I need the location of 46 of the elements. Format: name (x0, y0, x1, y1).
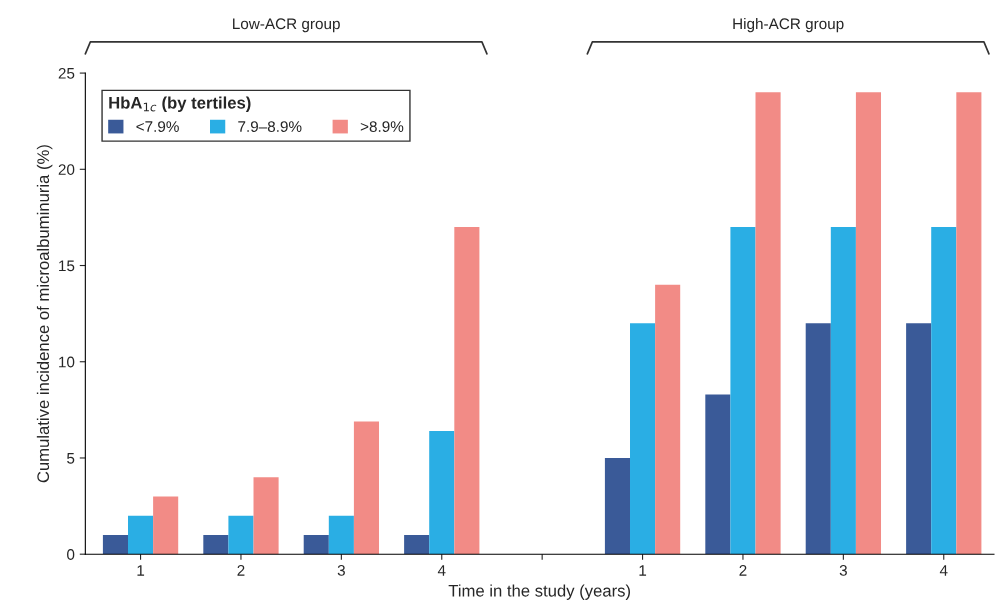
y-tick-label: 10 (59, 356, 75, 368)
legend-label: <7.9% (136, 121, 179, 132)
bar (253, 477, 279, 555)
legend-title: HbA$_{1c}$ (by tertiles) (109, 96, 251, 112)
x-tick-label: 2 (739, 565, 747, 576)
bar (353, 421, 380, 555)
bar (755, 92, 781, 555)
bar (454, 227, 480, 555)
y-axis-title: Cumulative incidence of microalbuminuria (%) (36, 145, 53, 483)
bar (604, 457, 631, 555)
y-tick-label: 0 (67, 549, 75, 560)
bar (956, 92, 982, 555)
legend-label: >8.9% (360, 121, 404, 132)
bar (303, 534, 329, 555)
bar (153, 496, 179, 555)
x-tick-label: 1 (137, 565, 145, 576)
x-tick-label: 4 (939, 565, 948, 576)
text: High-ACR group (733, 17, 844, 33)
bar (805, 323, 831, 555)
bar (931, 227, 957, 555)
y-tick-label: 20 (58, 164, 75, 175)
bar (128, 515, 154, 555)
bar (830, 227, 856, 555)
x-tick-label: 4 (437, 565, 446, 576)
y-tick-label: 5 (67, 452, 75, 464)
x-tick-label: 2 (237, 565, 245, 576)
bar (228, 515, 254, 555)
x-axis-title: Time in the study (years) (448, 584, 630, 600)
bar (404, 534, 430, 555)
x-tick-label: 3 (839, 565, 847, 576)
bar (655, 284, 681, 555)
bar (630, 323, 656, 555)
y-tick-label: 25 (58, 67, 75, 79)
bar (429, 431, 455, 555)
bar (730, 227, 756, 555)
bar (328, 515, 354, 555)
bar (906, 323, 932, 555)
bar (203, 534, 229, 555)
x-tick-label: 1 (639, 565, 647, 576)
x-tick-label: 3 (337, 565, 345, 576)
legend-label: 7.9–8.9% (238, 121, 302, 132)
y-tick-label: 15 (59, 260, 75, 272)
bar (705, 394, 731, 555)
bar (102, 534, 129, 555)
text: Low-ACR group (233, 18, 340, 33)
bar (855, 92, 882, 555)
